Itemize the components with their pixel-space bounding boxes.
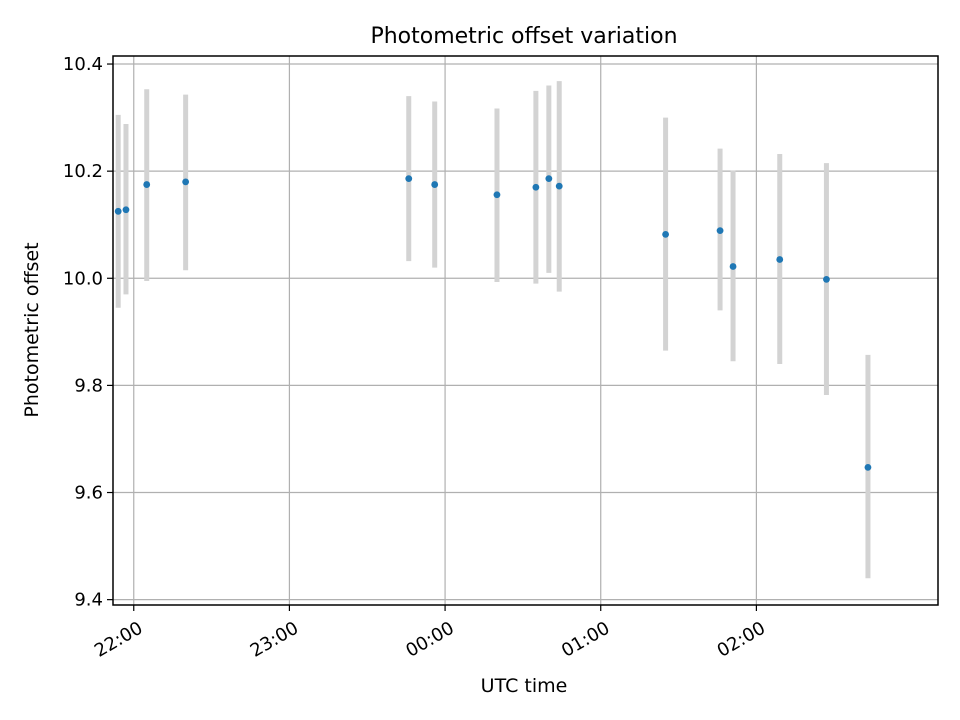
data-point	[431, 181, 439, 188]
plot-frame	[112, 55, 939, 606]
x-tick-label: 22:00	[91, 618, 146, 662]
data-point	[716, 227, 724, 235]
data-point	[823, 275, 830, 283]
data-point	[182, 178, 190, 186]
data-point	[532, 183, 540, 191]
data-point	[864, 463, 872, 471]
y-axis-label: Photometric offset	[21, 242, 43, 417]
y-axis: 9.4 9.6 9.8 10.0 10.2 10.4	[63, 54, 113, 611]
x-tick-label: 00:00	[402, 618, 457, 662]
data-point	[545, 175, 553, 183]
x-tick-label: 02:00	[714, 618, 769, 662]
y-tick-label: 10.0	[63, 268, 103, 289]
data-points	[114, 175, 872, 471]
y-tick-label: 9.4	[74, 590, 103, 611]
y-tick-label: 10.2	[63, 161, 103, 182]
x-tick-label: 01:00	[558, 618, 613, 662]
y-tick-label: 10.4	[63, 54, 103, 75]
data-point	[776, 256, 784, 263]
chart-title: Photometric offset variation	[370, 24, 677, 49]
x-axis: 22:00 23:00 00:00 01:00 02:00	[91, 605, 769, 662]
x-axis-label: UTC time	[481, 675, 568, 697]
data-point	[555, 182, 563, 190]
x-tick-label: 23:00	[247, 618, 302, 662]
y-tick-label: 9.8	[74, 375, 103, 396]
data-point	[143, 181, 151, 188]
data-point	[662, 230, 669, 238]
error-bars	[115, 81, 871, 579]
grid	[113, 56, 938, 605]
data-point	[405, 175, 413, 183]
data-point	[114, 207, 122, 215]
y-tick-label: 9.6	[74, 483, 103, 504]
data-point	[493, 191, 501, 199]
data-point	[122, 206, 130, 214]
data-point	[729, 263, 737, 270]
